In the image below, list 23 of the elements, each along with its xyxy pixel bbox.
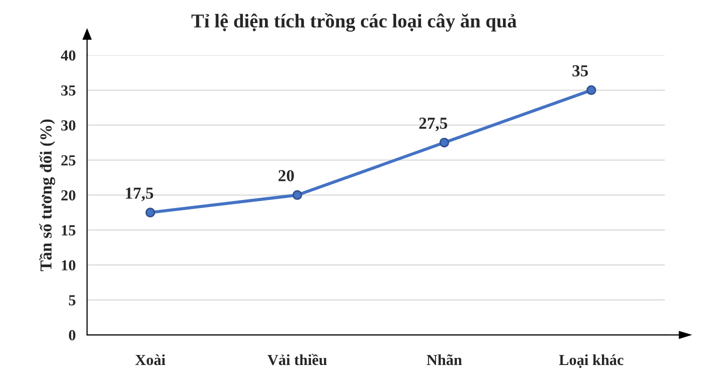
y-tick-label: 10 xyxy=(62,260,76,270)
y-tick-label: 20 xyxy=(61,190,76,200)
y-tick-label: 35 xyxy=(61,85,76,96)
y-tick-label: 30 xyxy=(61,120,76,131)
x-tick-label: Xoài xyxy=(135,354,166,366)
data-label: 35 xyxy=(572,65,588,76)
y-axis-title: Tần số tương đối (%) xyxy=(39,119,56,272)
data-label: 17,5 xyxy=(126,188,154,202)
point xyxy=(586,85,596,96)
data-label: 20 xyxy=(278,170,294,182)
x-tick-label: Nhãn xyxy=(426,354,462,366)
x-tick-label: Loại khác xyxy=(559,354,624,368)
y-tick-label: 0 xyxy=(68,330,76,340)
point xyxy=(439,138,450,148)
y-tick-label: 25 xyxy=(61,155,76,166)
y-tick-label: 15 xyxy=(62,225,76,236)
chart-title: Tỉ lệ diện tích trồng các loại cây ăn quả xyxy=(191,13,517,32)
point xyxy=(145,208,156,218)
point xyxy=(292,190,302,200)
x-tick-label: Vải thiều xyxy=(268,354,327,366)
y-tick-label: 5 xyxy=(68,295,76,306)
data-label: 27,5 xyxy=(419,118,448,132)
y-tick-label: 40 xyxy=(60,50,76,61)
